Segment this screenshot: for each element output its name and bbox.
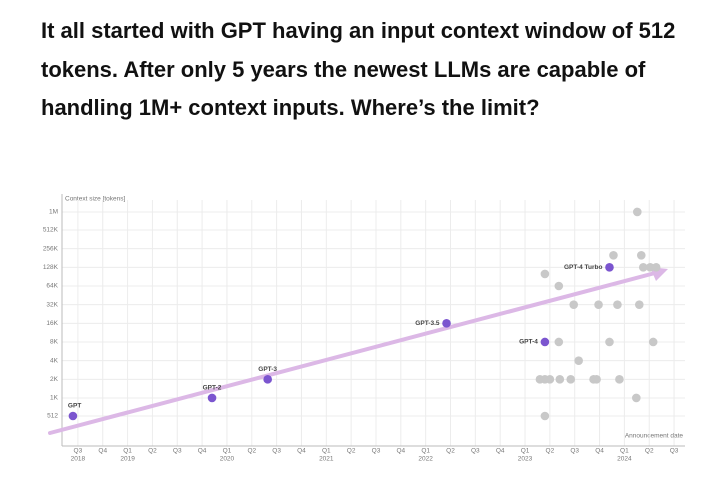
x-year-label: 2018: [71, 456, 86, 463]
point: [555, 375, 565, 384]
point: [634, 300, 644, 309]
x-tick-label: Q1: [521, 448, 530, 455]
point: [638, 263, 648, 272]
point: [554, 281, 564, 291]
point: [545, 375, 555, 384]
point: [645, 263, 655, 272]
point: [594, 300, 603, 309]
point: [540, 337, 550, 347]
y-tick-label: 2K: [50, 376, 59, 383]
point-label: GPT-4: [519, 339, 538, 346]
x-tick-label: Q4: [297, 448, 306, 455]
point: [263, 375, 272, 384]
y-tick-label: 4K: [50, 357, 59, 364]
point-label: GPT-2: [203, 385, 222, 392]
point: [613, 300, 622, 309]
x-tick-label: Q3: [471, 448, 480, 455]
point: [633, 207, 642, 217]
y-tick-label: 32K: [46, 301, 58, 308]
x-tick-label: Q3: [670, 448, 679, 455]
x-axis-label: Announcement date: [625, 433, 684, 440]
x-tick-label: Q4: [595, 448, 604, 455]
x-tick-label: Q1: [123, 448, 132, 455]
x-tick-label: Q4: [496, 448, 505, 455]
point: [605, 263, 614, 272]
x-tick-label: Q3: [74, 448, 83, 455]
trend-arrow: [48, 271, 657, 435]
x-tick-label: Q1: [421, 448, 430, 455]
x-tick-label: Q3: [173, 448, 182, 455]
x-year-label: 2021: [319, 456, 334, 463]
x-tick-label: Q2: [546, 448, 555, 455]
point: [605, 337, 614, 347]
point: [615, 375, 624, 384]
point: [442, 319, 451, 328]
point: [569, 300, 579, 309]
heading: It all started with GPT having an input …: [41, 18, 676, 120]
x-tick-label: Q2: [645, 448, 654, 455]
x-year-label: 2023: [518, 456, 533, 463]
y-tick-label: 512K: [43, 227, 59, 234]
x-tick-label: Q4: [396, 448, 405, 455]
grid: [62, 200, 685, 446]
x-tick-label: Q4: [198, 448, 207, 455]
point-label: GPT-3: [258, 366, 277, 373]
y-tick-label: 16K: [46, 320, 58, 327]
point-label: GPT: [68, 403, 81, 410]
y-tick-label: 8K: [50, 339, 59, 346]
y-axis-label: Context size [tokens]: [65, 196, 126, 203]
point-label: GPT-4 Turbo: [564, 264, 603, 271]
x-tick-label: Q2: [446, 448, 455, 455]
point: [592, 375, 601, 384]
point: [574, 356, 583, 365]
y-tick-label: 128K: [43, 264, 59, 271]
y-tick-label: 256K: [43, 245, 59, 252]
point: [648, 337, 658, 347]
x-tick-label: Q2: [148, 448, 157, 455]
point: [636, 251, 646, 260]
x-tick-label: Q4: [98, 448, 107, 455]
point: [68, 411, 78, 421]
point: [566, 375, 576, 384]
x-year-label: 2019: [120, 456, 135, 463]
point: [540, 269, 550, 279]
x-tick-label: Q3: [570, 448, 579, 455]
x-tick-label: Q2: [347, 448, 356, 455]
point: [207, 393, 217, 403]
y-tick-label: 1M: [49, 209, 58, 216]
x-tick-label: Q1: [620, 448, 629, 455]
point: [651, 263, 661, 272]
y-tick-label: 1K: [50, 395, 59, 402]
x-year-label: 2024: [617, 456, 632, 463]
x-year-label: 2020: [220, 456, 235, 463]
x-tick-label: Q1: [223, 448, 232, 455]
point: [554, 337, 564, 347]
y-tick-label: 512: [47, 413, 58, 420]
x-tick-label: Q2: [247, 448, 256, 455]
x-tick-label: Q3: [372, 448, 381, 455]
point: [632, 393, 641, 403]
y-tick-label: 64K: [46, 283, 58, 290]
point-label: GPT-3.5: [415, 320, 440, 327]
x-tick-label: Q1: [322, 448, 331, 455]
point: [609, 251, 618, 260]
x-year-label: 2022: [418, 456, 433, 463]
x-tick-label: Q3: [272, 448, 281, 455]
point: [540, 411, 550, 421]
